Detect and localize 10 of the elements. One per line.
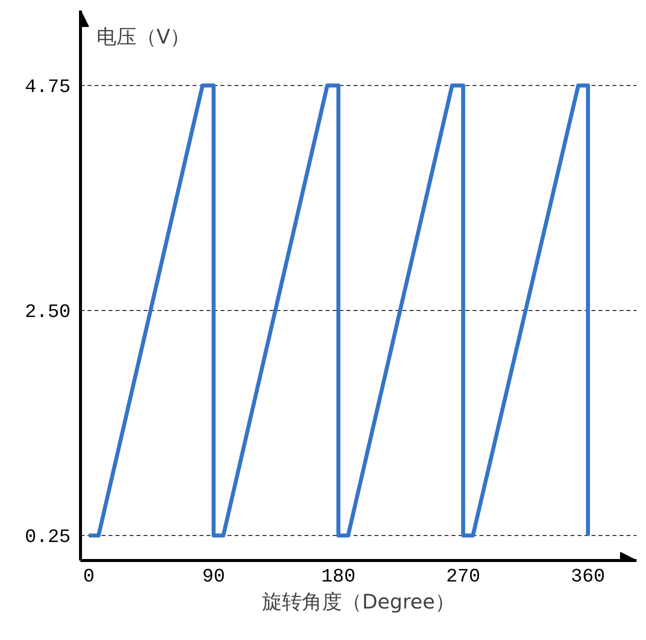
x-tick-label: 0 bbox=[83, 566, 95, 588]
x-tick-label: 360 bbox=[570, 566, 606, 588]
x-tick-label: 90 bbox=[202, 566, 226, 588]
y-tick-label: 4.75 bbox=[24, 76, 70, 98]
x-axis-title: 旋转角度（Degree） bbox=[262, 590, 455, 614]
x-tick-label: 180 bbox=[321, 566, 356, 588]
x-tick-label: 270 bbox=[446, 566, 480, 588]
y-axis-title: 电压（V） bbox=[96, 24, 190, 48]
y-tick-label: 0.25 bbox=[24, 526, 70, 548]
y-tick-label: 2.50 bbox=[24, 301, 70, 323]
